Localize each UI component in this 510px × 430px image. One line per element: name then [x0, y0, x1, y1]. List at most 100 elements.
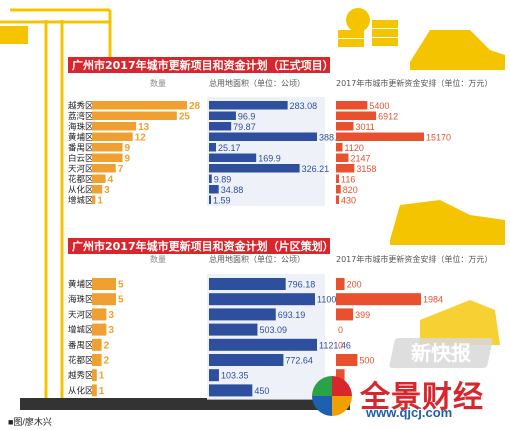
fund-label: 820	[343, 185, 358, 195]
fund-bar	[336, 122, 354, 131]
fund-bar	[336, 308, 354, 321]
area-label: 1121.46	[319, 340, 351, 350]
photo-credit: ■图/廖木兴	[8, 417, 52, 427]
fund-bar	[336, 143, 343, 152]
district-label: 海珠区	[68, 294, 94, 305]
coins-illustration	[338, 8, 398, 47]
count-label: 9	[125, 153, 131, 164]
area-bar	[209, 143, 216, 152]
fund-label: 3011	[355, 122, 374, 132]
fund-label: 1984	[423, 295, 443, 305]
panel-title: 广州市2017年城市更新项目和资金计划（片区策划）	[72, 239, 334, 253]
fund-label: 200	[347, 280, 362, 290]
district-label: 黄埔区	[68, 279, 94, 290]
header-fund: 2017年市城市更新资金安排（单位：万元）	[336, 78, 492, 88]
fund-bar	[336, 174, 339, 183]
fund-bar	[336, 369, 345, 382]
bulldozer-mid-illustration	[390, 200, 505, 245]
fund-bar	[336, 111, 377, 120]
fund-bar	[336, 164, 355, 173]
count-bar	[92, 278, 116, 290]
district-label: 越秀区	[68, 100, 94, 111]
district-label: 海珠区	[68, 121, 94, 132]
crane-illustration	[0, 8, 112, 405]
count-bar	[92, 101, 187, 110]
watermark-title: 全景财经	[360, 380, 484, 415]
area-bar	[209, 308, 276, 321]
fund-label: 430	[341, 195, 356, 205]
count-bar	[92, 174, 106, 183]
count-bar	[92, 308, 107, 321]
area-bar	[209, 354, 284, 366]
stamp-watermark: 新快报	[388, 338, 494, 368]
fund-label: 6912	[378, 111, 398, 121]
district-label: 天河区	[68, 309, 94, 320]
header-count: 数量	[150, 78, 166, 88]
fund-label: 15170	[426, 132, 451, 142]
district-label: 天河区	[68, 163, 94, 174]
area-label: 503.09	[259, 325, 287, 335]
count-label: 3	[108, 310, 114, 321]
district-label: 黄埔区	[68, 132, 94, 143]
count-label: 1	[99, 371, 105, 382]
area-bar	[209, 384, 253, 397]
count-bar	[92, 323, 107, 336]
count-label: 4	[108, 174, 114, 185]
count-bar	[92, 122, 137, 131]
area-bar	[209, 369, 219, 382]
area-label: 326.21	[302, 164, 330, 174]
area-column-bg	[207, 274, 325, 400]
area-bar	[209, 174, 212, 183]
fund-label: 116	[341, 174, 355, 184]
area-bar	[209, 164, 300, 173]
area-label: 283.08	[290, 101, 318, 111]
area-label: 1.59	[213, 195, 231, 205]
area-label: 169.9	[258, 153, 281, 163]
district-label: 从化区	[68, 184, 94, 195]
area-label: 796.18	[288, 280, 316, 290]
district-label: 增城区	[68, 325, 94, 336]
district-label: 番禺区	[68, 142, 94, 153]
watermark-logo-icon	[312, 376, 352, 416]
count-bar	[92, 164, 116, 173]
area-bar	[209, 101, 288, 110]
area-label: 693.19	[278, 310, 306, 320]
count-bar	[92, 195, 96, 204]
count-label: 5	[118, 295, 124, 306]
bulldozer-top-illustration	[410, 30, 505, 70]
area-label: 34.88	[221, 185, 244, 195]
count-label: 28	[189, 101, 201, 112]
area-label: 388.8	[319, 132, 342, 142]
fund-label: 0	[338, 325, 343, 335]
fund-bar	[336, 278, 345, 290]
fund-bar	[336, 195, 339, 204]
count-bar	[92, 143, 123, 152]
count-bar	[92, 354, 102, 366]
count-label: 5	[118, 280, 124, 291]
district-label: 番禺区	[68, 340, 94, 351]
district-label: 花都区	[68, 355, 94, 366]
area-bar	[209, 338, 317, 351]
area-label: 96.9	[238, 111, 256, 121]
area-bar	[209, 132, 317, 141]
fund-label: 3158	[356, 164, 376, 174]
district-label: 越秀区	[68, 370, 94, 381]
count-bar	[92, 132, 133, 141]
area-bar	[209, 293, 315, 306]
count-bar	[92, 338, 102, 351]
district-label: 从化区	[68, 385, 94, 396]
district-label: 增城区	[68, 195, 94, 206]
count-label: 3	[108, 325, 114, 336]
area-bar	[209, 122, 232, 131]
count-label: 2	[104, 340, 110, 351]
count-bar	[92, 153, 123, 162]
area-label: 103.35	[221, 371, 249, 381]
fund-bar	[336, 101, 368, 110]
header-count: 数量	[150, 254, 166, 264]
fund-label: 399	[355, 310, 370, 320]
count-label: 3	[104, 185, 110, 196]
fund-bar	[336, 153, 349, 162]
area-bar	[209, 278, 286, 290]
count-bar	[92, 293, 116, 306]
